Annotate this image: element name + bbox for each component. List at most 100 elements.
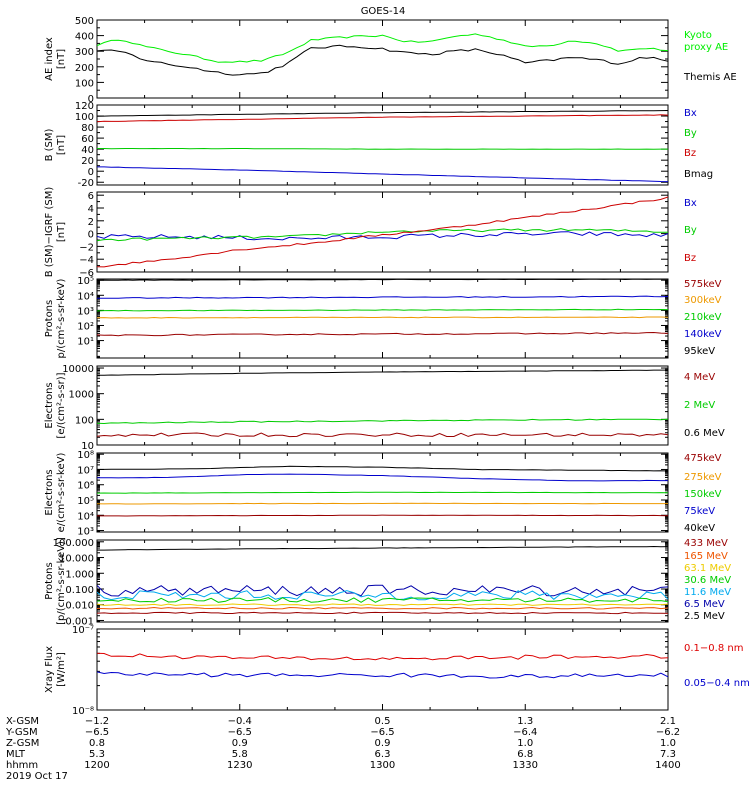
y-tick-label: 4	[88, 204, 94, 215]
ephemeris-value-x-gsm: 1.3	[517, 716, 533, 727]
legend-140kev: 140keV	[684, 329, 722, 340]
ephemeris-value-hhmm: 1300	[370, 760, 395, 771]
series-line-300kev	[97, 316, 668, 319]
ephemeris-value-x-gsm: 0.5	[375, 716, 391, 727]
y-tick-label: 10	[81, 441, 94, 452]
y-tick-label: 10⁻⁸	[72, 706, 94, 717]
plot-title: GOES-14	[361, 6, 406, 17]
plot-date: 2019 Oct 17	[6, 771, 68, 782]
panel-6: 10³ 10⁴ 10⁵ 10⁶ 10⁷ 10⁸ Electrons e/(cm²-s-sr-k…	[44, 450, 722, 537]
y-axis-label: B (SM)−IGRF (SM)	[44, 187, 55, 278]
y-tick-label: 10³	[77, 306, 94, 317]
series-line-475kev	[97, 514, 668, 517]
y-tick-label: −2	[79, 242, 94, 253]
series-line-275kev	[97, 502, 668, 505]
y-axis-label: B (SM)	[44, 128, 55, 161]
legend-150kev: 150keV	[684, 489, 722, 500]
ephemeris-row-label-mlt: MLT	[6, 749, 26, 760]
legend-6-5-mev: 6.5 MeV	[684, 599, 725, 610]
legend-bmag: Bmag	[684, 169, 713, 180]
ephemeris-value-y-gsm: −6.2	[656, 727, 680, 738]
legend-75kev: 75keV	[684, 506, 715, 517]
legend-475kev: 475keV	[684, 453, 722, 464]
ephemeris-value-mlt: 6.3	[375, 749, 391, 760]
legend-2-mev: 2 MeV	[684, 400, 715, 411]
legend-210kev: 210keV	[684, 312, 722, 323]
series-line-210kev	[97, 308, 668, 312]
legend-themis-ae: Themis AE	[683, 72, 737, 83]
legend-kyoto: Kyoto	[684, 30, 712, 41]
y-tick-label: 300	[75, 47, 94, 58]
y-tick-label: 100.000	[53, 538, 94, 549]
ephemeris-value-x-gsm: −0.4	[228, 716, 252, 727]
series-line-2-5-mev	[97, 545, 668, 551]
y-tick-label: 1.000	[65, 569, 94, 580]
legend-0-05-0-4-nm: 0.05−0.4 nm	[684, 678, 750, 689]
y-tick-label: 0.100	[65, 585, 94, 596]
ephemeris-value-mlt: 6.8	[517, 749, 533, 760]
y-tick-label: 60	[81, 134, 94, 145]
ephemeris-value-z-gsm: 0.9	[232, 738, 248, 749]
series-line-by	[97, 228, 668, 242]
legend-433-mev: 433 MeV	[684, 538, 728, 549]
y-tick-label: 10000	[62, 364, 94, 375]
y-tick-label: 10.000	[59, 554, 94, 565]
y-tick-label: 80	[81, 123, 94, 134]
y-tick-label: 40	[81, 145, 94, 156]
y-tick-label: 200	[75, 63, 94, 74]
ephemeris-value-x-gsm: −1.2	[85, 716, 109, 727]
legend-bx: Bx	[684, 198, 697, 209]
series-line-75kev	[97, 473, 668, 482]
ephemeris-value-y-gsm: −6.4	[513, 727, 537, 738]
series-line-0-05-0-4-nm	[97, 671, 668, 679]
panel-4: 10¹ 10² 10³ 10⁴ 10⁵ Protons p/(cm²-s-sr-keV) 57…	[44, 276, 722, 359]
legend-0-6-mev: 0.6 MeV	[684, 428, 725, 439]
y-tick-label: −6	[79, 268, 94, 279]
legend-4-mev: 4 MeV	[684, 372, 715, 383]
ephemeris-value-y-gsm: −6.5	[370, 727, 394, 738]
series-line-575kev	[97, 331, 668, 337]
legend-95kev: 95keV	[684, 346, 715, 357]
legend-575kev: 575keV	[684, 279, 722, 290]
y-tick-label: −4	[79, 255, 94, 266]
y-axis-label: Protons	[44, 300, 55, 337]
series-line-bmag	[97, 110, 668, 117]
ephemeris-value-x-gsm: 2.1	[660, 716, 676, 727]
y-tick-label: 400	[75, 32, 94, 43]
y-tick-label: 100	[75, 415, 94, 426]
y-tick-label: 0.010	[65, 601, 94, 612]
legend-63-1-mev: 63.1 MeV	[684, 563, 731, 574]
panel-7: 0.001 0.010 0.100 1.000 10.000 100.000 Protons…	[44, 537, 731, 627]
series-line-11-6-mev	[97, 590, 668, 601]
series-line-0-6-mev	[97, 369, 668, 376]
series-line-0-1-0-8-nm	[97, 652, 668, 661]
ephemeris-value-z-gsm: 1.0	[517, 738, 533, 749]
ephemeris-value-hhmm: 1230	[227, 760, 252, 771]
y-tick-label: 10¹	[77, 337, 94, 348]
y-axis-label: Xray Flux	[44, 646, 55, 693]
y-tick-label: 10³	[77, 527, 94, 538]
series-line-2-mev	[97, 418, 668, 425]
series-line-bx	[97, 166, 668, 183]
ephemeris-value-z-gsm: 0.9	[375, 738, 391, 749]
y-axis-label: Protons	[44, 562, 55, 599]
y-tick-label: 10⁵	[77, 496, 94, 507]
series-line-bz	[97, 114, 668, 123]
series-line-40kev	[97, 465, 668, 472]
series-line-140kev	[97, 295, 668, 299]
series-line-by	[97, 147, 668, 150]
ephemeris-row-label-z-gsm: Z-GSM	[6, 738, 39, 749]
y-axis-unit: p/(cm²-s-sr-keV)	[56, 278, 67, 358]
series-line-bx	[97, 231, 668, 241]
y-tick-label: 10⁴	[77, 291, 94, 302]
ephemeris-value-z-gsm: 0.8	[89, 738, 105, 749]
y-tick-label: 0	[88, 94, 94, 105]
ephemeris-value-hhmm: 1200	[84, 760, 109, 771]
y-tick-label: 2	[88, 217, 94, 228]
series-line-63-1-mev	[97, 603, 668, 607]
panel-5: 10 100 1000 10000 Electrons [e/(cm²-s-sr)] 4 M…	[44, 364, 725, 452]
orbit-ephemeris-table: X-GSM −1.2 −0.4 0.5 1.3 2.1 Y-GSM −6.5 −6.5 −6.5 −…	[5, 716, 681, 782]
y-axis-unit: [nT]	[56, 49, 67, 69]
